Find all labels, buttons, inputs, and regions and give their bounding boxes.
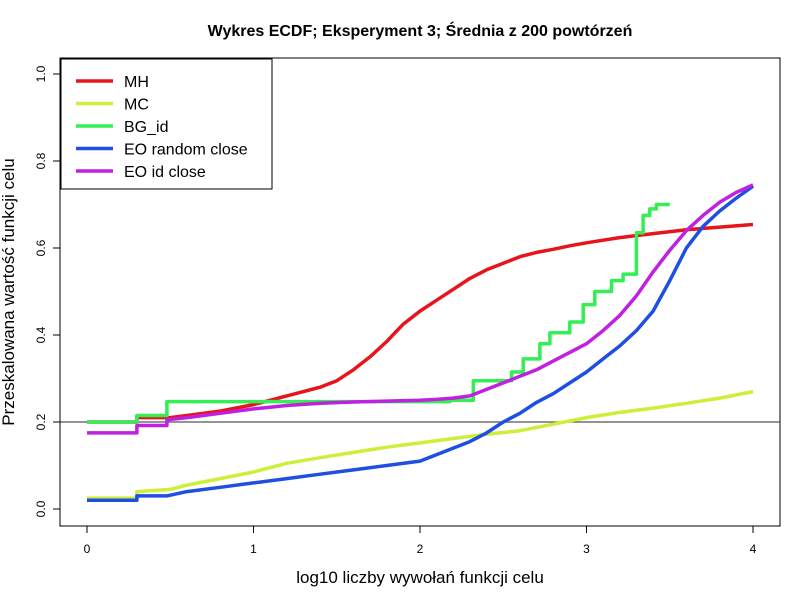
legend-label-3: EO random close (124, 142, 248, 159)
legend-label-0: MH (124, 74, 149, 91)
legend-label-2: BG_id (124, 119, 168, 136)
legend-label-4: EO id close (124, 164, 206, 181)
x-tick-label: 0 (84, 542, 91, 556)
legend: MH MC BG_id EO random close EO id close (60, 58, 273, 190)
y-tick-label: 0.8 (34, 152, 48, 169)
series-line-3 (87, 184, 755, 503)
chart-title: Wykres ECDF; Eksperyment 3; Średnia z 20… (208, 21, 633, 40)
x-tick-label: 4 (750, 542, 757, 556)
series-line-4 (87, 183, 754, 435)
legend-label-1: MC (124, 97, 149, 114)
x-axis-label: log10 liczby wywołań funkcji celu (296, 568, 544, 587)
y-tick-label: 0.4 (34, 326, 48, 343)
y-tick-label: 0.0 (34, 500, 48, 517)
y-tick-label: 0.2 (34, 413, 48, 430)
x-tick-label: 2 (417, 542, 424, 556)
y-axis-label: Przeskalowana wartość funkcji celu (0, 158, 18, 425)
series-line-1 (87, 389, 754, 500)
y-tick-label: 0.6 (34, 239, 48, 256)
x-tick-label: 3 (583, 542, 590, 556)
series-line-0 (87, 222, 754, 424)
x-tick-label: 1 (250, 542, 257, 556)
y-tick-label: 1.0 (34, 65, 48, 82)
series-line-2 (87, 202, 670, 424)
